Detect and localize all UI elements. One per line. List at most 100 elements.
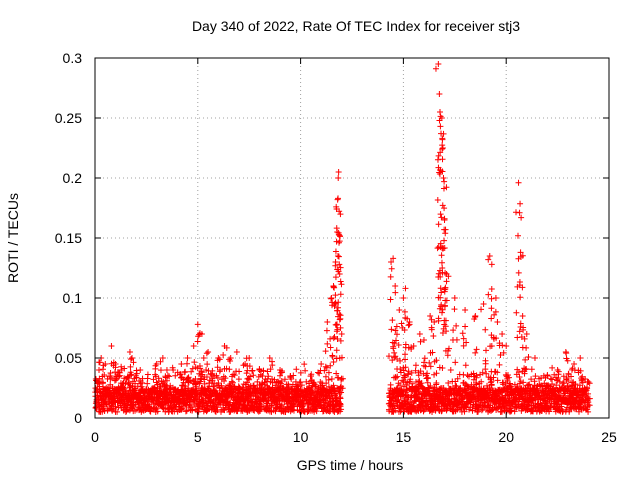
- data-point: [439, 145, 446, 151]
- x-axis-label: GPS time / hours: [297, 457, 404, 473]
- cluster-point: [227, 357, 234, 364]
- data-point: [503, 343, 510, 349]
- baseline-point: [516, 374, 523, 381]
- baseline-point: [549, 364, 556, 371]
- cluster-point: [488, 295, 495, 302]
- data-point: [492, 295, 499, 301]
- baseline-point: [277, 372, 284, 379]
- data-point: [108, 343, 115, 349]
- cluster-point: [434, 197, 441, 204]
- cluster-point: [435, 221, 442, 228]
- baseline-point: [500, 379, 507, 386]
- cluster-point: [393, 323, 400, 330]
- data-point: [129, 355, 136, 361]
- baseline-point: [508, 407, 515, 414]
- cluster-point: [330, 335, 337, 342]
- baseline-point: [494, 377, 501, 384]
- baseline-point: [214, 374, 221, 381]
- data-point: [442, 226, 449, 233]
- data-point: [205, 349, 212, 355]
- x-tick-label: 25: [601, 429, 617, 445]
- baseline-point: [469, 404, 476, 411]
- data-point: [400, 295, 407, 301]
- baseline-point: [488, 381, 495, 388]
- cluster-point: [328, 295, 335, 302]
- baseline-point: [526, 381, 533, 388]
- y-tick-label: 0.1: [63, 290, 83, 306]
- baseline-point: [325, 376, 332, 383]
- baseline-point: [293, 366, 300, 373]
- baseline-point: [495, 404, 502, 411]
- cluster-point: [478, 306, 485, 313]
- baseline-point: [394, 373, 401, 380]
- cluster-point: [439, 142, 446, 149]
- baseline-point: [183, 407, 190, 414]
- baseline-point: [163, 377, 170, 384]
- cluster-point: [391, 349, 398, 356]
- cluster-point: [517, 200, 524, 207]
- baseline-point: [445, 379, 452, 386]
- cluster-point: [441, 237, 448, 244]
- cluster-point: [438, 289, 445, 296]
- cluster-point: [330, 358, 337, 365]
- cluster-point: [494, 318, 501, 325]
- baseline-point: [402, 364, 409, 371]
- y-tick-label: 0.15: [55, 230, 82, 246]
- baseline-point: [157, 367, 164, 374]
- baseline-point: [114, 408, 121, 415]
- baseline-point: [554, 377, 561, 384]
- cluster-point: [485, 256, 492, 263]
- chart-title: Day 340 of 2022, Rate Of TEC Index for r…: [192, 18, 520, 34]
- baseline-point: [325, 369, 332, 376]
- cluster-point: [405, 322, 412, 329]
- baseline-point: [464, 372, 471, 379]
- baseline-point: [515, 369, 522, 376]
- cluster-point: [323, 327, 330, 334]
- data-point: [178, 361, 185, 367]
- baseline-point: [447, 367, 454, 374]
- data-point: [256, 367, 263, 373]
- baseline-point: [399, 388, 406, 395]
- baseline-point: [297, 369, 304, 376]
- y-tick-label: 0.05: [55, 350, 82, 366]
- cluster-point: [337, 278, 344, 285]
- baseline-point: [327, 362, 334, 369]
- baseline-point: [528, 366, 535, 373]
- data-point: [427, 313, 434, 319]
- cluster-point: [452, 359, 459, 366]
- data-point: [163, 367, 170, 373]
- baseline-point: [439, 365, 446, 372]
- cluster-point: [402, 356, 409, 363]
- data-point: [324, 319, 331, 325]
- cluster-point: [525, 353, 532, 360]
- cluster-point: [338, 281, 345, 288]
- cluster-point: [394, 366, 401, 373]
- baseline-point: [125, 381, 132, 388]
- data-point: [436, 91, 443, 97]
- cluster-point: [226, 356, 233, 363]
- baseline-point: [487, 386, 494, 393]
- cluster-point: [513, 309, 520, 316]
- baseline-point: [201, 380, 208, 387]
- cluster-point: [459, 330, 466, 337]
- cluster-point: [426, 359, 433, 366]
- cluster-point: [127, 363, 134, 370]
- cluster-point: [488, 285, 495, 292]
- y-tick-label: 0.25: [55, 110, 82, 126]
- cluster-point: [438, 259, 445, 266]
- data-point: [335, 195, 342, 202]
- data-point: [562, 349, 569, 355]
- baseline-point: [507, 383, 514, 390]
- baseline-point: [392, 374, 399, 381]
- x-tick-label: 10: [293, 429, 309, 445]
- baseline-point: [436, 364, 443, 371]
- cluster-point: [450, 327, 457, 334]
- baseline-point: [272, 382, 279, 389]
- cluster-point: [488, 305, 495, 312]
- cluster-point: [99, 366, 106, 373]
- baseline-point: [132, 380, 139, 387]
- baseline-point: [144, 380, 151, 387]
- baseline-point: [181, 369, 188, 376]
- cluster-point: [233, 368, 240, 375]
